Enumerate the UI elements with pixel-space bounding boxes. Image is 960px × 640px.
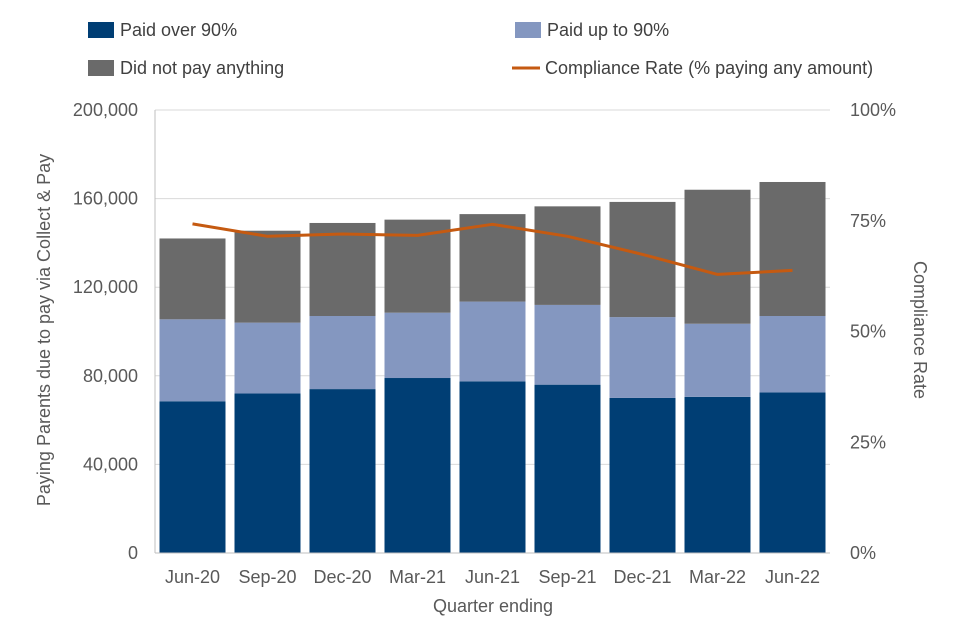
x-axis-title: Quarter ending <box>433 596 553 616</box>
bar-segment <box>759 392 826 553</box>
y-tick-label: 160,000 <box>73 189 138 209</box>
y-tick-label: 120,000 <box>73 277 138 297</box>
legend-swatch <box>88 60 114 76</box>
bar-segment <box>159 319 226 402</box>
bar-segment <box>459 381 526 553</box>
bar-segment <box>384 378 451 553</box>
compliance-line <box>192 222 793 276</box>
y2-tick-label: 0% <box>850 543 876 563</box>
y-tick-label: 0 <box>128 543 138 563</box>
legend-label: Compliance Rate (% paying any amount) <box>545 58 873 78</box>
legend-swatch <box>88 22 114 38</box>
bar-segment <box>609 317 676 398</box>
bar-segment <box>759 181 826 316</box>
x-tick-label: Dec-21 <box>613 567 671 587</box>
bar-segment <box>534 384 601 553</box>
bar-segment <box>234 393 301 553</box>
x-tick-label: Sep-20 <box>238 567 296 587</box>
y2-tick-label: 25% <box>850 432 886 452</box>
x-tick-label: Mar-22 <box>689 567 746 587</box>
bar-segment <box>684 323 751 397</box>
x-tick-label: Jun-22 <box>765 567 820 587</box>
x-tick-label: Mar-21 <box>389 567 446 587</box>
bars <box>159 181 826 553</box>
y2-tick-label: 75% <box>850 211 886 231</box>
bar-segment <box>609 397 676 553</box>
x-tick-label: Jun-20 <box>165 567 220 587</box>
bar-segment <box>684 396 751 553</box>
bar-segment <box>384 312 451 379</box>
y2-tick-label: 50% <box>850 322 886 342</box>
bar-segment <box>234 230 301 323</box>
bar-segment <box>309 315 376 390</box>
legend-swatch <box>515 22 541 38</box>
x-tick-label: Jun-21 <box>465 567 520 587</box>
y2-tick-label: 100% <box>850 100 896 120</box>
y2-axis-title: Compliance Rate <box>910 261 930 399</box>
compliance-rate-line <box>192 222 793 276</box>
y-tick-label: 80,000 <box>83 366 138 386</box>
bar-segment <box>309 222 376 316</box>
y-tick-label: 200,000 <box>73 100 138 120</box>
bar-segment <box>159 238 226 320</box>
x-tick-label: Dec-20 <box>313 567 371 587</box>
bar-segment <box>309 389 376 553</box>
legend-label: Did not pay anything <box>120 58 284 78</box>
y-axis-title: Paying Parents due to pay via Collect & … <box>34 154 54 506</box>
legend-label: Paid over 90% <box>120 20 237 40</box>
bar-segment <box>759 315 826 393</box>
bar-segment <box>234 322 301 394</box>
bar-segment <box>684 189 751 324</box>
x-tick-label: Sep-21 <box>538 567 596 587</box>
y-tick-label: 40,000 <box>83 454 138 474</box>
legend: Paid over 90% Paid up to 90% Did not pay a… <box>88 20 873 78</box>
bar-segment <box>534 206 601 305</box>
bar-segment <box>534 304 601 385</box>
legend-label: Paid up to 90% <box>547 20 669 40</box>
bar-segment <box>459 301 526 382</box>
axes: 0 40,000 80,000 120,000 160,000 200,000 0% 25% 5… <box>73 100 896 587</box>
bar-segment <box>159 401 226 553</box>
